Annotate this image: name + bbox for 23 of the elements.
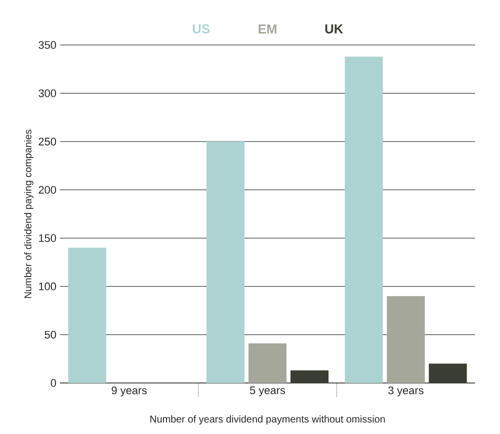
x-tick-label: 3 years: [388, 386, 424, 396]
y-axis-title: Number of dividend paying companies: [24, 130, 34, 298]
y-tick-label: 200: [38, 186, 56, 194]
y-tick-label: 100: [39, 282, 56, 290]
bar: [428, 364, 467, 383]
x-tick-label: 5 years: [250, 386, 286, 396]
bar: [248, 343, 287, 383]
y-tick-label: 300: [38, 89, 56, 98]
bar: [206, 142, 245, 383]
y-tick-label: 50: [44, 330, 56, 339]
y-tick-label: 0: [50, 379, 56, 387]
x-axis-title: Number of years dividend payments without omission: [150, 415, 385, 425]
y-tick-label: 350: [38, 41, 56, 49]
bar: [290, 370, 329, 383]
bar: [386, 296, 425, 383]
y-tick-label: 150: [39, 234, 56, 242]
bar: [344, 56, 383, 383]
text: EM: [258, 24, 276, 34]
x-tick-label: 9 years: [112, 386, 147, 396]
y-tick-label: 250: [38, 138, 56, 146]
bar: [68, 248, 106, 383]
text: US: [192, 24, 210, 34]
text: UK: [325, 24, 344, 34]
